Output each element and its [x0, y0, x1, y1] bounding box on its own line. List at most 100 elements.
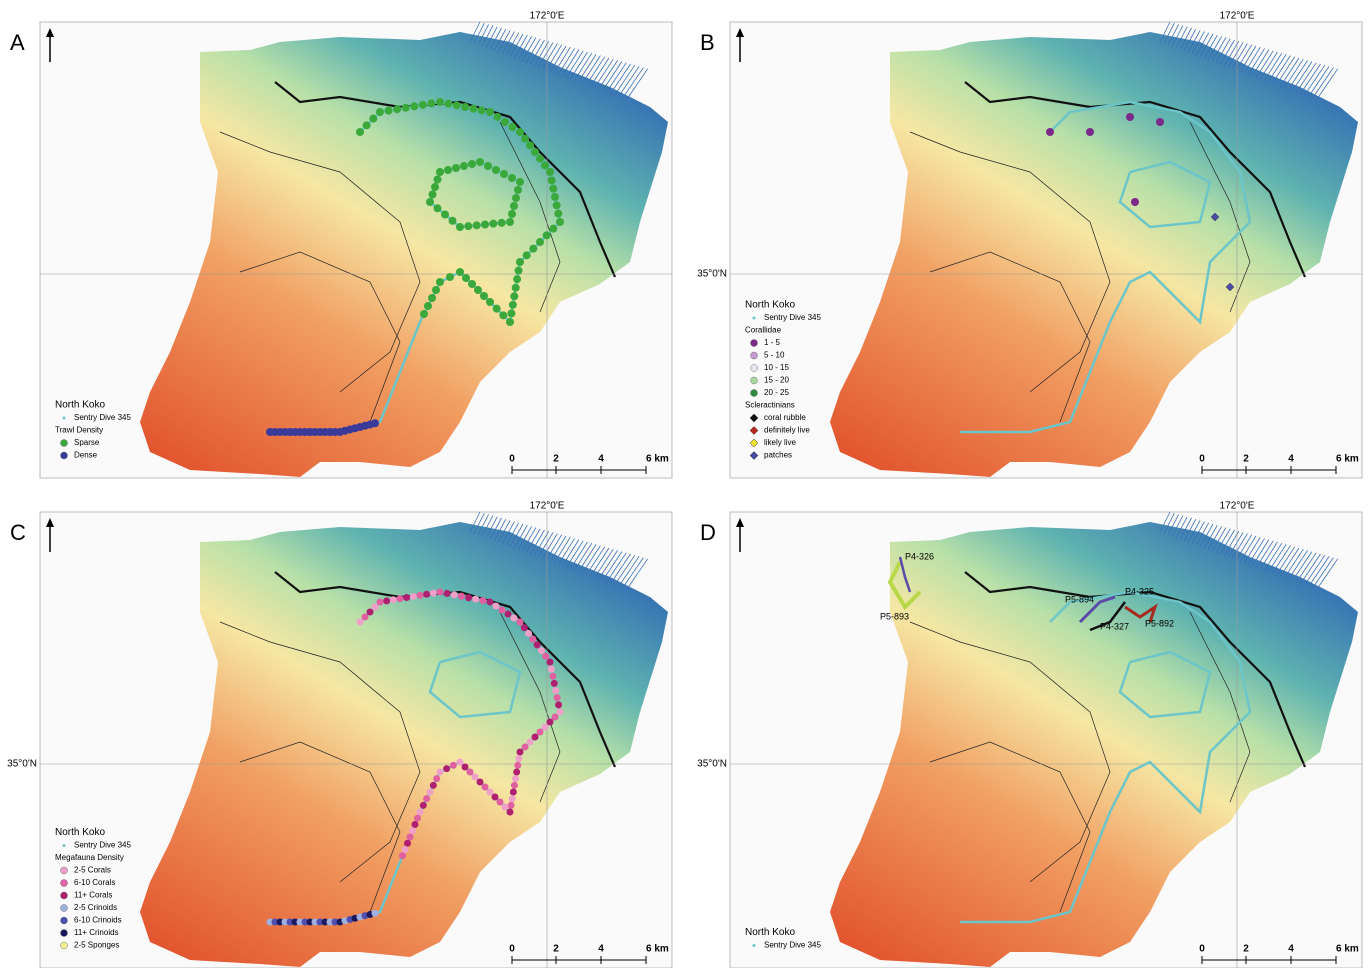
observation	[510, 789, 517, 796]
dive-label: P5-893	[880, 611, 909, 621]
observation	[487, 789, 494, 796]
legend-swatch	[61, 880, 68, 887]
observation	[444, 100, 452, 108]
observation	[527, 739, 534, 746]
observation	[462, 274, 470, 282]
observation	[417, 809, 424, 816]
observation	[529, 636, 536, 643]
observation	[420, 310, 428, 318]
legend-swatch	[61, 452, 68, 459]
legend-swatch	[751, 340, 758, 347]
observation	[547, 719, 554, 726]
observation	[505, 611, 512, 618]
observation	[430, 590, 437, 597]
observation	[437, 589, 444, 596]
lat-label: 35°0'N	[697, 759, 727, 770]
scale-label: 0	[509, 944, 515, 955]
legend-swatch	[61, 942, 68, 949]
observation	[542, 653, 549, 660]
scale-label: 6 km	[1336, 454, 1359, 465]
observation	[548, 666, 555, 673]
dive-label: P5-894	[1065, 594, 1094, 604]
observation	[500, 170, 508, 178]
observation	[431, 183, 439, 191]
observation	[446, 273, 454, 281]
observation	[356, 128, 364, 136]
observation	[529, 245, 537, 253]
observation	[516, 128, 524, 136]
observation	[509, 795, 516, 802]
legend-title: North Koko	[745, 927, 795, 938]
observation	[494, 113, 502, 121]
legend-title: North Koko	[55, 827, 105, 838]
legend-label: 5 - 10	[764, 351, 785, 360]
observation	[542, 724, 549, 731]
scale-label: 4	[598, 944, 604, 955]
observation	[414, 815, 421, 822]
legend-title: North Koko	[55, 400, 105, 411]
observation	[506, 318, 514, 326]
observation	[534, 641, 541, 648]
observation	[385, 107, 393, 115]
legend-label: likely live	[764, 438, 797, 447]
legend-swatch	[63, 417, 66, 420]
observation	[548, 176, 556, 184]
legend-label: Sparse	[74, 438, 100, 447]
observation	[367, 609, 374, 616]
legend-label: 11+ Corals	[74, 891, 112, 900]
observation	[489, 220, 497, 228]
legend-swatch	[63, 844, 66, 847]
legend-label: Sentry Dive 345	[74, 413, 131, 422]
legend-swatch	[61, 867, 68, 874]
legend-heading: Megafauna Density	[55, 853, 124, 862]
observation	[474, 286, 482, 294]
observation	[552, 714, 559, 721]
observation	[453, 101, 461, 109]
observation	[551, 680, 558, 687]
legend-label: Dense	[74, 451, 98, 460]
legend-title: North Koko	[745, 300, 795, 311]
observation	[1046, 128, 1054, 136]
legend-swatch	[61, 917, 68, 924]
observation	[513, 275, 521, 283]
observation	[552, 687, 559, 694]
observation	[482, 784, 489, 791]
legend-swatch	[751, 390, 758, 397]
lat-label: 35°0'N	[697, 269, 727, 280]
observation	[512, 194, 520, 202]
observation	[427, 789, 434, 796]
map-panel: 172°0'E35°0'NDP4-326P5-893P5-894P4-325P4…	[697, 501, 1362, 968]
observation	[432, 286, 440, 294]
legend-label: 1 - 5	[764, 338, 781, 347]
observation	[508, 802, 515, 809]
observation	[428, 294, 436, 302]
observation	[479, 597, 486, 604]
observation	[460, 162, 468, 170]
scale-label: 4	[1288, 454, 1294, 465]
observation	[508, 210, 516, 218]
legend-swatch	[751, 365, 758, 372]
dive-label: P5-892	[1145, 618, 1174, 628]
observation	[502, 804, 509, 811]
observation	[363, 121, 371, 129]
observation	[557, 709, 564, 716]
observation	[390, 596, 397, 603]
observation	[516, 178, 524, 186]
legend-label: 11+ Crinoids	[74, 928, 119, 937]
observation	[444, 166, 452, 174]
lon-label: 172°0'E	[530, 11, 565, 22]
observation	[423, 591, 430, 598]
figure: 172°0'EA0246 kmNorth KokoSentry Dive 345…	[0, 0, 1368, 968]
observation	[410, 593, 417, 600]
observation	[484, 162, 492, 170]
observation	[376, 108, 384, 116]
legend-label: 20 - 25	[764, 388, 789, 397]
observation	[476, 158, 484, 166]
observation	[362, 614, 369, 621]
observation	[481, 221, 489, 229]
scale-label: 2	[553, 944, 559, 955]
observation	[357, 619, 364, 626]
observation	[531, 148, 539, 156]
observation	[427, 99, 435, 107]
legend-label: 6-10 Corals	[74, 878, 115, 887]
